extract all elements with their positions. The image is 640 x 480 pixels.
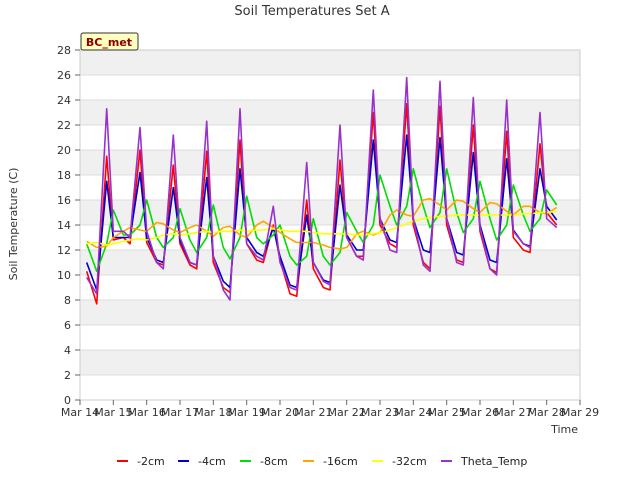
y-tick-label: 28 [57, 44, 71, 57]
y-tick-label: 10 [57, 269, 71, 282]
x-axis-title: Time [550, 423, 578, 436]
legend: -2cm -4cm -8cm -16cm -32cm Theta_Temp [117, 455, 527, 468]
y-tick-label: 22 [57, 119, 71, 132]
legend-label-32cm: -32cm [392, 455, 427, 468]
background-band [80, 300, 580, 325]
x-tick-label: Mar 20 [261, 406, 299, 419]
legend-label-8cm: -8cm [260, 455, 288, 468]
series-line-thetatemp [86, 76, 558, 301]
y-tick-label: 6 [64, 319, 71, 332]
station-badge: BC_met [80, 32, 139, 51]
y-tick-label: 0 [64, 394, 71, 407]
y-tick-label: 16 [57, 194, 71, 207]
x-tick-label: Mar 28 [528, 406, 566, 419]
background-band [80, 150, 580, 175]
y-tick-label: 12 [57, 244, 71, 257]
grid-lines [80, 49, 580, 401]
x-tick-label: Mar 15 [94, 406, 132, 419]
y-tick-label: 18 [57, 169, 71, 182]
background-band [80, 50, 580, 75]
x-tick-label: Mar 16 [128, 406, 166, 419]
station-badge-label: BC_met [86, 36, 132, 49]
background-band [80, 200, 580, 225]
y-tick-label: 4 [64, 344, 71, 357]
series-lines [85, 76, 558, 305]
x-tick-label: Mar 25 [428, 406, 466, 419]
y-tick-label: 8 [64, 294, 71, 307]
y-tick-label: 20 [57, 144, 71, 157]
y-tick-label: 14 [57, 219, 71, 232]
x-tick-label: Mar 21 [294, 406, 332, 419]
legend-label-thetatemp: Theta_Temp [460, 455, 527, 468]
background-bands [80, 50, 580, 375]
chart-title: Soil Temperatures Set A [234, 4, 389, 19]
background-band [80, 350, 580, 375]
y-tick-label: 2 [64, 369, 71, 382]
background-band [80, 250, 580, 275]
x-tick-label: Mar 17 [161, 406, 199, 419]
y-axis-title: Soil Temperature (C) [7, 168, 20, 281]
x-tick-label: Mar 29 [561, 406, 599, 419]
x-tick-label: Mar 22 [328, 406, 366, 419]
x-tick-label: Mar 14 [61, 406, 99, 419]
station-badge-box [80, 32, 139, 51]
y-tick-label: 26 [57, 69, 71, 82]
background-band [80, 100, 580, 125]
y-tick-label: 24 [57, 94, 71, 107]
legend-label-4cm: -4cm [198, 455, 226, 468]
x-tick-label: Mar 19 [228, 406, 266, 419]
x-tick-label: Mar 27 [494, 406, 532, 419]
x-tick-label: Mar 26 [461, 406, 499, 419]
x-tick-label: Mar 23 [361, 406, 399, 419]
x-tick-label: Mar 18 [194, 406, 232, 419]
x-tick-label: Mar 24 [394, 406, 432, 419]
legend-label-2cm: -2cm [137, 455, 165, 468]
legend-label-16cm: -16cm [323, 455, 358, 468]
